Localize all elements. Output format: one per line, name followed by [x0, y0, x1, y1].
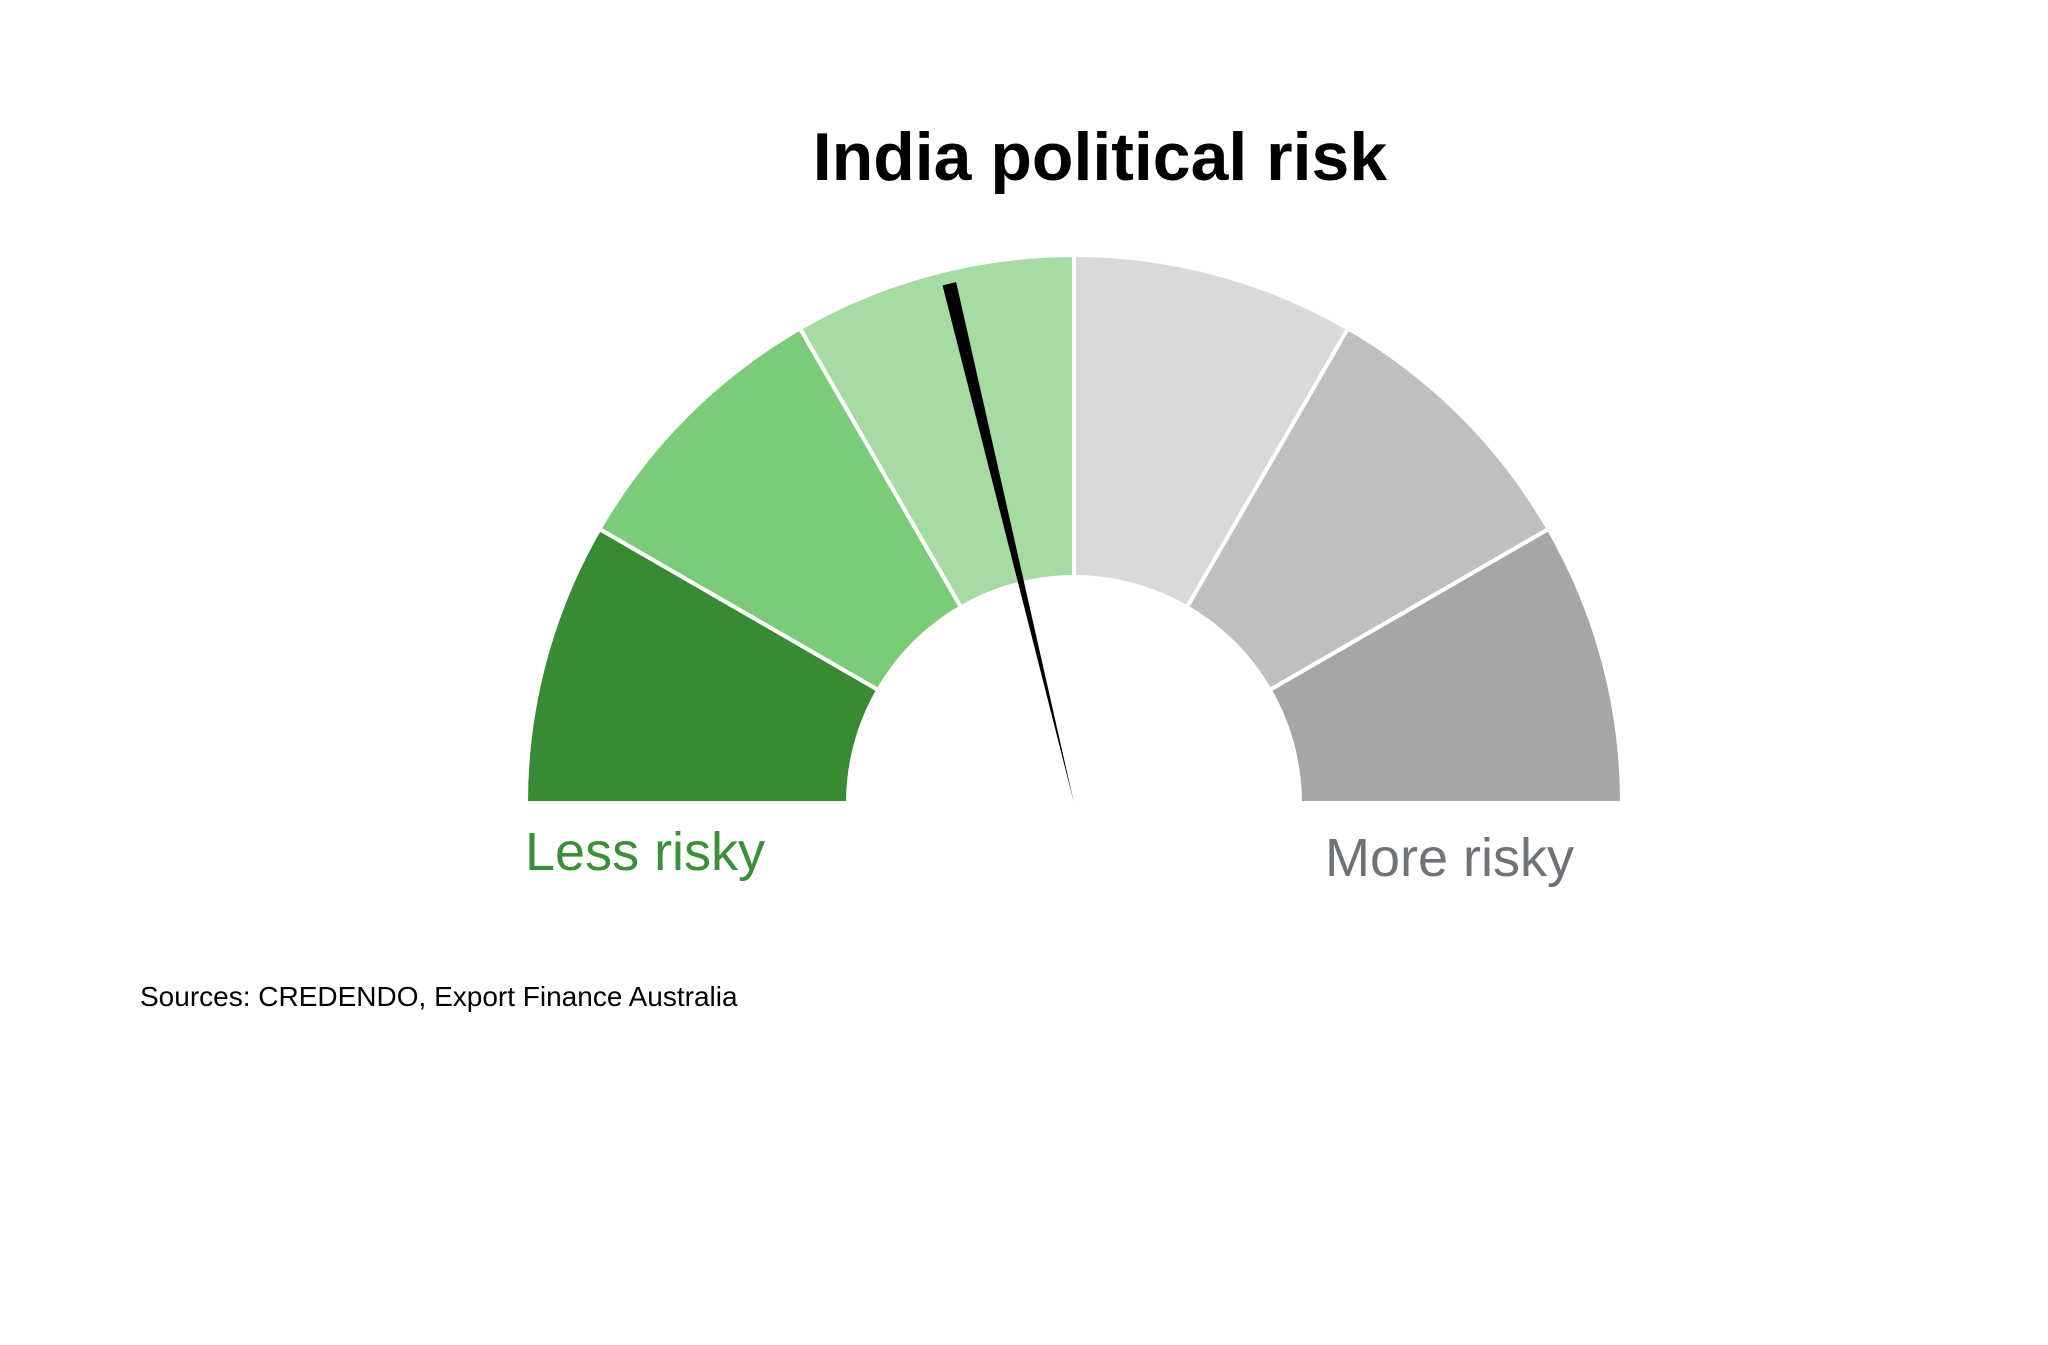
gauge-segment-level-5: [1184, 325, 1552, 693]
more-risky-label: More risky: [1325, 828, 1574, 888]
gauge-segment-level-2: [596, 325, 964, 693]
gauge-segment-level-1: [523, 526, 882, 805]
gauge-needle: [942, 282, 1074, 803]
gauge-segment-level-4: [1072, 252, 1351, 611]
source-note: Sources: CREDENDO, Export Finance Austra…: [140, 981, 738, 1012]
less-risky-label: Less risky: [525, 822, 765, 882]
gauge-segments: [523, 252, 1625, 805]
gauge-segment-level-6: [1266, 526, 1625, 805]
gauge-needle-group: [942, 282, 1074, 803]
chart-title: India political risk: [813, 119, 1388, 195]
